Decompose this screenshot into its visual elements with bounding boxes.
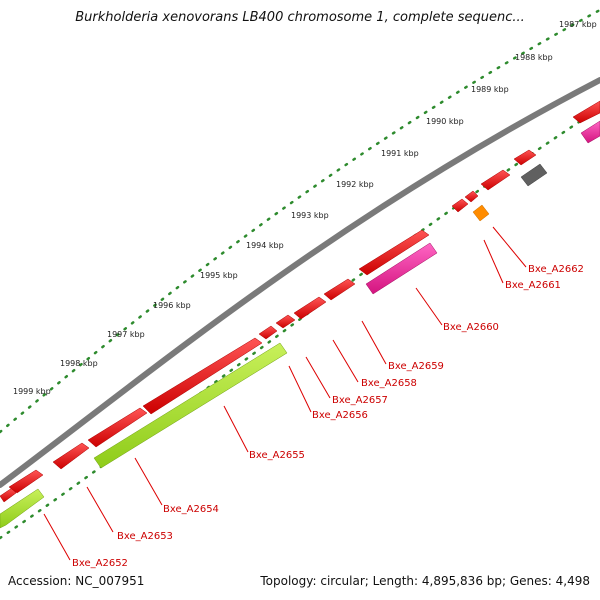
forward-strand-genes[interactable] (0, 100, 600, 503)
gene-label[interactable]: Bxe_A2657 (332, 395, 388, 406)
gene-arrow (52, 442, 90, 470)
ruler-tick-label: 1988 kbp (515, 53, 553, 62)
gene-arrow-orange (472, 204, 490, 222)
gene-label[interactable]: Bxe_A2655 (249, 450, 305, 461)
ruler-inner-dotted-line (0, 106, 600, 540)
gene-label[interactable]: Bxe_A2652 (72, 558, 128, 569)
gene-arrow (451, 198, 469, 213)
ruler-tick-label: 1999 kbp (13, 387, 51, 396)
gene-arrow (480, 169, 511, 191)
ruler-tick-label: 1998 kbp (60, 359, 98, 368)
summary-text: Topology: circular; Length: 4,895,836 bp… (260, 574, 590, 588)
gene-arrow (8, 469, 44, 494)
ruler-tick-label: 1989 kbp (471, 85, 509, 94)
backbone-line (0, 77, 600, 488)
gene-label[interactable]: Bxe_A2656 (312, 410, 368, 421)
ruler-tick-label: 1993 kbp (291, 211, 329, 220)
ruler-outer-dotted-line (0, 8, 600, 434)
ruler-tick-label: 1991 kbp (381, 149, 419, 158)
gene-arrow (258, 325, 278, 340)
ruler-tick-label: 1992 kbp (336, 180, 374, 189)
ruler-tick-label: 1997 kbp (107, 330, 145, 339)
ruler-tick-label: 1987 kbp (559, 20, 597, 29)
gene-arrow (142, 337, 263, 415)
gene-arrow (513, 149, 537, 166)
gene-arrow (464, 190, 479, 203)
gene-labels: Bxe_A2652 Bxe_A2653 Bxe_A2654 Bxe_A2655 … (72, 264, 584, 569)
ruler-labels: 1987 kbp 1988 kbp 1989 kbp 1990 kbp 1991… (13, 20, 597, 396)
reverse-strand-genes[interactable] (0, 120, 600, 529)
ruler-tick-label: 1995 kbp (200, 271, 238, 280)
ruler-tick-label: 1990 kbp (426, 117, 464, 126)
gene-arrow (87, 407, 148, 448)
map-title: Burkholderia xenovorans LB400 chromosome… (75, 10, 525, 25)
label-leader-lines (43, 226, 527, 561)
accession-text: Accession: NC_007951 (8, 574, 145, 588)
gene-arrow (293, 296, 327, 320)
gene-arrow-lime (93, 342, 288, 469)
gene-label[interactable]: Bxe_A2660 (443, 322, 499, 333)
gene-label[interactable]: Bxe_A2654 (163, 504, 219, 515)
gene-label[interactable]: Bxe_A2658 (361, 378, 417, 389)
gene-arrow (323, 278, 356, 301)
ruler-tick-label: 1994 kbp (246, 241, 284, 250)
gene-label[interactable]: Bxe_A2659 (388, 361, 444, 372)
gene-arrow (275, 314, 296, 329)
gene-arrow-pink (365, 242, 438, 295)
gene-arrow-gray (520, 163, 548, 187)
gene-label[interactable]: Bxe_A2661 (505, 280, 561, 291)
ruler-tick-label: 1996 kbp (153, 301, 191, 310)
gene-label[interactable]: Bxe_A2653 (117, 531, 173, 542)
gene-arrow (572, 100, 600, 124)
gene-arrow (358, 229, 430, 276)
gene-arrow-pink (580, 120, 600, 144)
gene-arrow (0, 487, 17, 503)
gene-arrow-lime (0, 488, 45, 529)
gene-label[interactable]: Bxe_A2662 (528, 264, 584, 275)
